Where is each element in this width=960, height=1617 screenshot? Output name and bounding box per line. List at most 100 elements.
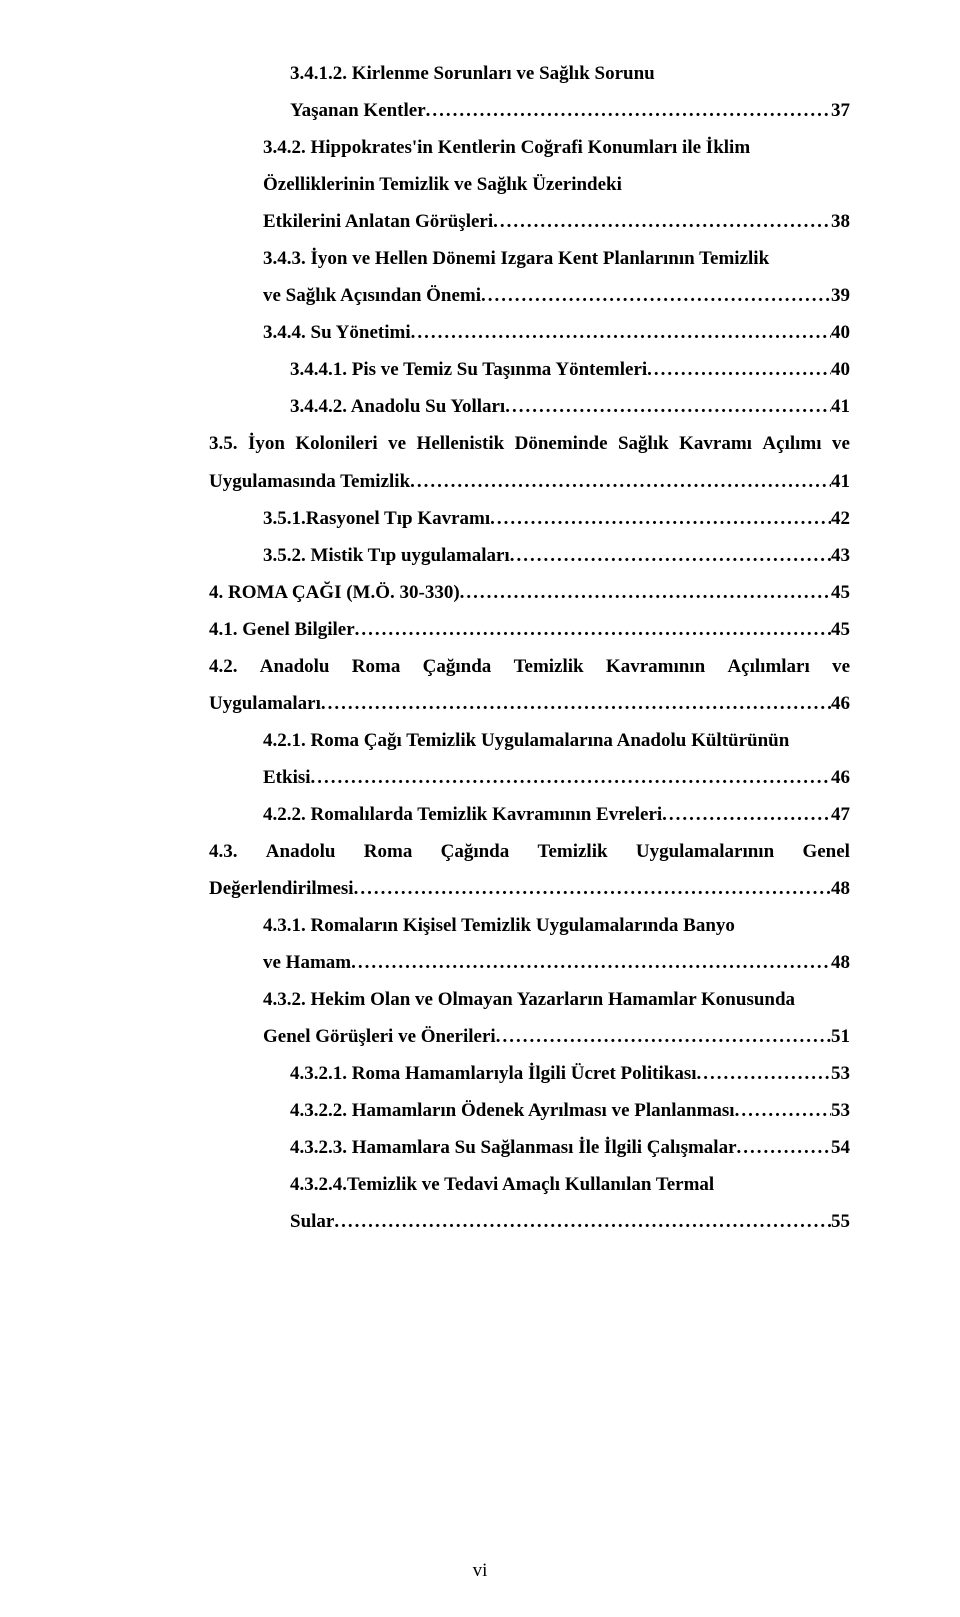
toc-word: Temizlik <box>514 648 584 685</box>
toc-word: İyon <box>248 425 285 462</box>
toc-word: Döneminde <box>515 425 608 462</box>
toc-title: 4.3.2.3. Hamamlara Su Sağlanması İle İlg… <box>290 1129 737 1166</box>
toc-leader <box>351 944 831 981</box>
toc-title: 4.1. Genel Bilgiler <box>209 611 355 648</box>
toc-entry: 3.4.4.1. Pis ve Temiz Su Taşınma Yönteml… <box>155 351 850 388</box>
toc-title: 4. ROMA ÇAĞI (M.Ö. 30-330) <box>209 574 460 611</box>
toc-container: 3.4.1.2. Kirlenme Sorunları ve Sağlık So… <box>155 55 850 1241</box>
toc-page-number: 55 <box>831 1203 850 1240</box>
toc-leader <box>496 1018 831 1055</box>
toc-entry: 4. ROMA ÇAĞI (M.Ö. 30-330) 45 <box>155 574 850 611</box>
toc-title: 4.3.2.1. Roma Hamamlarıyla İlgili Ücret … <box>290 1055 697 1092</box>
toc-word: ve <box>832 425 850 462</box>
toc-word: Kavramı <box>679 425 752 462</box>
toc-page-number: 41 <box>831 463 850 500</box>
toc-leader <box>354 870 831 907</box>
toc-word: 4.3. <box>209 833 238 870</box>
toc-entry: 4.3.2.1. Roma Hamamlarıyla İlgili Ücret … <box>155 1055 850 1092</box>
toc-title: 3.5.1.Rasyonel Tıp Kavramı <box>263 500 490 537</box>
toc-word: Anadolu <box>266 833 336 870</box>
toc-justified-line: 3.5. İyon Kolonileri ve Hellenistik Döneminde… <box>155 425 850 462</box>
toc-continuation: 4.3.2.4.Temizlik ve Tedavi Amaçlı Kullan… <box>155 1166 850 1203</box>
toc-entry: 3.4.4. Su Yönetimi 40 <box>155 314 850 351</box>
toc-word: Hellenistik <box>417 425 505 462</box>
toc-continuation: 4.3.1. Romaların Kişisel Temizlik Uygula… <box>155 907 850 944</box>
toc-word: ve <box>832 648 850 685</box>
toc-entry: Genel Görüşleri ve Önerileri51 <box>155 1018 850 1055</box>
toc-title: Uygulamasında Temizlik <box>209 463 410 500</box>
toc-entry: ve Sağlık Açısından Önemi 39 <box>155 277 850 314</box>
toc-page-number: 40 <box>831 351 850 388</box>
toc-title: Yaşanan Kentler <box>290 92 426 129</box>
toc-entry: Yaşanan Kentler 37 <box>155 92 850 129</box>
toc-title: Sular <box>290 1203 334 1240</box>
toc-word: Çağında <box>441 833 510 870</box>
toc-justified-line: 4.3. Anadolu Roma Çağında Temizlik Uygulamala… <box>155 833 850 870</box>
toc-title: Etkisi <box>263 759 311 796</box>
toc-page-number: 46 <box>831 759 850 796</box>
toc-leader <box>490 500 831 537</box>
toc-title: ve Sağlık Açısından Önemi <box>263 277 481 314</box>
page-footer: vi <box>0 1560 960 1582</box>
toc-continuation: Özelliklerinin Temizlik ve Sağlık Üzerin… <box>155 166 850 203</box>
toc-word: Açılımı <box>762 425 821 462</box>
toc-entry: 4.3.2.2. Hamamların Ödenek Ayrılması ve … <box>155 1092 850 1129</box>
toc-entry: 3.4.4.2. Anadolu Su Yolları41 <box>155 388 850 425</box>
toc-page-number: 39 <box>831 277 850 314</box>
toc-word: 4.2. <box>209 648 238 685</box>
toc-title: Uygulamaları <box>209 685 321 722</box>
toc-leader <box>411 314 831 351</box>
toc-leader <box>505 388 831 425</box>
toc-title: 3.4.4.2. Anadolu Su Yolları <box>290 388 505 425</box>
toc-leader <box>697 1055 831 1092</box>
toc-entry: 4.2.2. Romalılarda Temizlik Kavramının E… <box>155 796 850 833</box>
toc-leader <box>662 796 831 833</box>
toc-page-number: 47 <box>831 796 850 833</box>
toc-title: ve Hamam <box>263 944 351 981</box>
toc-title: 3.4.4. Su Yönetimi <box>263 314 411 351</box>
toc-word: Genel <box>802 833 850 870</box>
toc-word: Kavramının <box>606 648 705 685</box>
toc-page-number: 54 <box>831 1129 850 1166</box>
toc-leader <box>735 1092 831 1129</box>
toc-leader <box>426 92 831 129</box>
toc-leader <box>737 1129 831 1166</box>
toc-page-number: 37 <box>831 92 850 129</box>
toc-word: Temizlik <box>538 833 608 870</box>
toc-page-number: 38 <box>831 203 850 240</box>
toc-continuation: 3.4.1.2. Kirlenme Sorunları ve Sağlık So… <box>155 55 850 92</box>
toc-title: 4.3.2.2. Hamamların Ödenek Ayrılması ve … <box>290 1092 735 1129</box>
toc-entry: 3.5.1.Rasyonel Tıp Kavramı42 <box>155 500 850 537</box>
toc-word: Sağlık <box>618 425 669 462</box>
toc-leader <box>410 463 831 500</box>
toc-page-number: 48 <box>831 944 850 981</box>
toc-leader <box>311 759 831 796</box>
toc-title: Genel Görüşleri ve Önerileri <box>263 1018 496 1055</box>
toc-leader <box>334 1203 831 1240</box>
toc-leader <box>493 203 831 240</box>
toc-page-number: 40 <box>831 314 850 351</box>
toc-leader <box>481 277 831 314</box>
toc-page-number: 43 <box>831 537 850 574</box>
toc-word: 3.5. <box>209 425 238 462</box>
toc-page-number: 53 <box>831 1055 850 1092</box>
toc-entry: 4.3.2.3. Hamamlara Su Sağlanması İle İlg… <box>155 1129 850 1166</box>
toc-page-number: 45 <box>831 574 850 611</box>
toc-title: 4.2.2. Romalılarda Temizlik Kavramının E… <box>263 796 662 833</box>
toc-entry: 3.5.2. Mistik Tıp uygulamaları43 <box>155 537 850 574</box>
toc-word: Roma <box>364 833 413 870</box>
toc-leader <box>355 611 831 648</box>
toc-page-number: 48 <box>831 870 850 907</box>
toc-word: Anadolu <box>260 648 330 685</box>
toc-entry: Uygulamaları 46 <box>155 685 850 722</box>
toc-leader <box>510 537 831 574</box>
toc-page-number: 45 <box>831 611 850 648</box>
toc-continuation: 3.4.3. İyon ve Hellen Dönemi Izgara Kent… <box>155 240 850 277</box>
toc-word: Uygulamalarının <box>636 833 774 870</box>
toc-continuation: 4.3.2. Hekim Olan ve Olmayan Yazarların … <box>155 981 850 1018</box>
toc-continuation: 4.2.1. Roma Çağı Temizlik Uygulamalarına… <box>155 722 850 759</box>
toc-word: Açılımları <box>727 648 809 685</box>
toc-word: Kolonileri <box>295 425 377 462</box>
toc-entry: Sular 55 <box>155 1203 850 1240</box>
toc-entry: ve Hamam 48 <box>155 944 850 981</box>
